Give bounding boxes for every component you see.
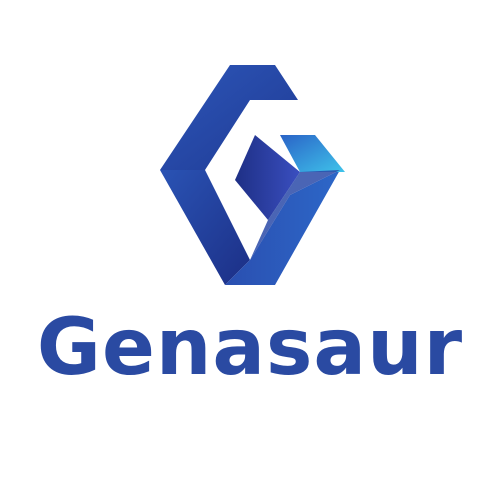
logo-inner-fold — [250, 170, 340, 260]
logo-right-facet — [280, 135, 345, 172]
genasaur-g-logo-icon — [160, 65, 345, 285]
logo-crossbar — [235, 135, 300, 220]
brand-wordmark: Genasaur — [36, 303, 464, 393]
logo-bottom-band — [225, 170, 340, 285]
logo-top-band — [160, 65, 298, 170]
logo-left-band — [160, 170, 250, 285]
